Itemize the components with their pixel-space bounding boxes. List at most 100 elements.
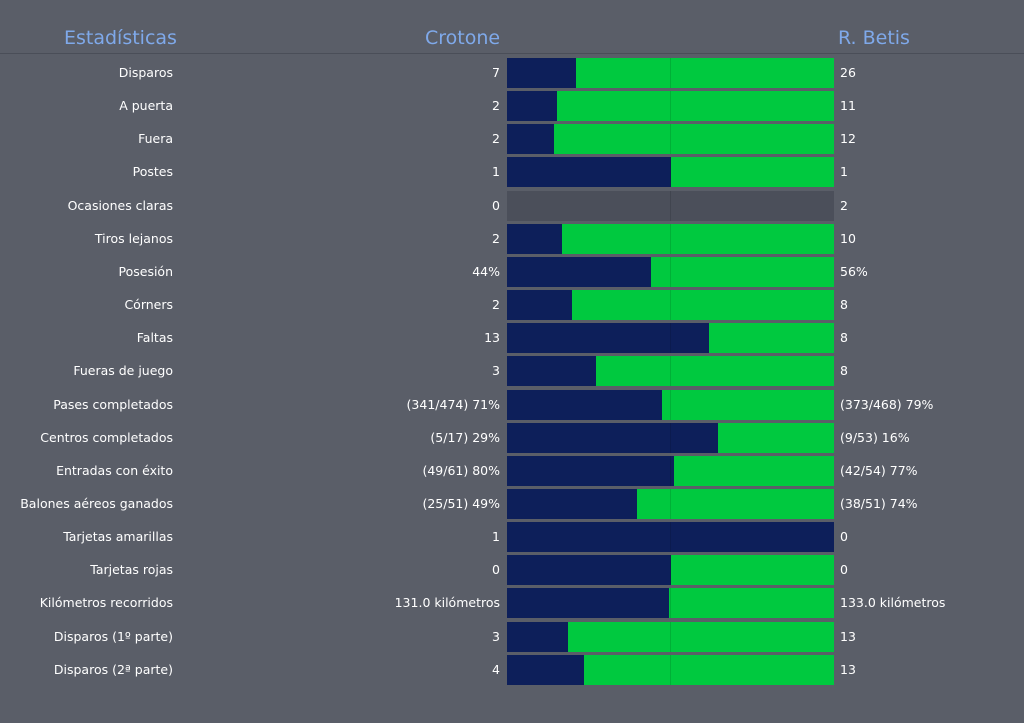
home-value: 0 bbox=[492, 197, 500, 213]
comparison-bar bbox=[507, 323, 834, 354]
stat-row: Disparos (2ª parte) 4 13 bbox=[0, 654, 1024, 685]
bar-midline bbox=[670, 455, 671, 486]
comparison-bar bbox=[507, 290, 834, 321]
stat-row: A puerta 2 11 bbox=[0, 91, 1024, 122]
away-value: 26 bbox=[840, 65, 856, 80]
stat-label: Disparos bbox=[118, 65, 173, 80]
stat-row: Córners 2 8 bbox=[0, 290, 1024, 321]
bar-midline bbox=[670, 91, 671, 122]
away-value: 11 bbox=[840, 98, 856, 114]
home-value: 3 bbox=[492, 363, 500, 379]
away-value: (42/54) 77% bbox=[840, 462, 918, 478]
stat-label: Tarjetas rojas bbox=[90, 562, 173, 578]
stat-label: Fuera bbox=[138, 131, 173, 147]
away-value: 0 bbox=[840, 562, 848, 578]
stat-label: Disparos (1º parte) bbox=[53, 628, 173, 644]
home-bar-fill bbox=[507, 389, 662, 420]
stat-row: Kilómetros recorridos 131.0 kilómetros 133… bbox=[0, 588, 1024, 619]
stat-row: Pases completados (341/474) 71% (373/468) … bbox=[0, 389, 1024, 420]
home-bar-fill bbox=[507, 223, 562, 254]
home-value: 2 bbox=[492, 297, 500, 313]
home-team-name[interactable]: Crotone bbox=[425, 27, 501, 49]
home-value: 0 bbox=[492, 562, 500, 578]
home-bar-fill bbox=[507, 157, 671, 188]
bar-midline bbox=[670, 356, 671, 387]
comparison-bar bbox=[507, 654, 834, 685]
home-value: 44% bbox=[472, 263, 500, 279]
away-value: 1 bbox=[840, 164, 848, 180]
home-value: 131.0 kilómetros bbox=[394, 595, 500, 611]
bar-midline bbox=[670, 124, 671, 155]
away-value: (373/468) 79% bbox=[840, 396, 934, 412]
home-value: 13 bbox=[484, 330, 500, 346]
away-value: (38/51) 74% bbox=[840, 495, 918, 511]
comparison-bar bbox=[507, 256, 834, 287]
comparison-bar bbox=[507, 190, 834, 221]
stat-label: Tarjetas amarillas bbox=[63, 529, 173, 545]
home-bar-fill bbox=[507, 290, 572, 321]
home-value: 4 bbox=[492, 661, 500, 677]
stat-label: Córners bbox=[124, 297, 173, 313]
comparison-bar bbox=[507, 58, 834, 88]
stat-row: Postes 1 1 bbox=[0, 157, 1024, 188]
stat-label: Tiros lejanos bbox=[94, 230, 173, 246]
home-bar-fill bbox=[507, 654, 584, 685]
stat-row: Faltas 13 8 bbox=[0, 323, 1024, 354]
home-bar-fill bbox=[507, 455, 674, 486]
stat-row: Tiros lejanos 2 10 bbox=[0, 223, 1024, 254]
comparison-bar bbox=[507, 223, 834, 254]
comparison-bar bbox=[507, 124, 834, 155]
bar-midline bbox=[670, 488, 671, 519]
home-value: 7 bbox=[492, 65, 500, 80]
stat-label: Posesión bbox=[118, 263, 174, 279]
comparison-bar bbox=[507, 522, 834, 553]
stat-row: Balones aéreos ganados (25/51) 49% (38/51)… bbox=[0, 488, 1024, 519]
comparison-bar bbox=[507, 356, 834, 387]
away-value: 13 bbox=[840, 628, 856, 644]
stat-row: Centros completados (5/17) 29% (9/53) 16% bbox=[0, 422, 1024, 453]
stat-row: Tarjetas rojas 0 0 bbox=[0, 555, 1024, 586]
home-value: 2 bbox=[492, 131, 500, 147]
away-value: 8 bbox=[840, 297, 848, 313]
stat-label: Faltas bbox=[136, 330, 173, 346]
home-value: (5/17) 29% bbox=[430, 429, 500, 445]
away-value: 8 bbox=[840, 330, 848, 346]
home-value: 3 bbox=[492, 628, 500, 644]
stat-label: Disparos (2ª parte) bbox=[53, 661, 173, 677]
stat-label: Kilómetros recorridos bbox=[39, 595, 173, 611]
home-bar-fill bbox=[507, 522, 834, 553]
stat-label: Centros completados bbox=[40, 429, 173, 445]
stat-label: A puerta bbox=[119, 98, 173, 114]
away-team-name[interactable]: R. Betis bbox=[838, 27, 910, 49]
stat-label: Pases completados bbox=[53, 396, 173, 412]
bar-midline bbox=[670, 323, 671, 354]
away-value: 13 bbox=[840, 661, 856, 677]
away-value: (9/53) 16% bbox=[840, 429, 910, 445]
comparison-bar bbox=[507, 588, 834, 619]
comparison-bar bbox=[507, 157, 834, 188]
comparison-bar bbox=[507, 422, 834, 453]
comparison-bar bbox=[507, 555, 834, 586]
home-bar-fill bbox=[507, 323, 709, 354]
bar-midline bbox=[670, 522, 671, 553]
bar-midline bbox=[670, 555, 671, 586]
bar-midline bbox=[670, 588, 671, 619]
stat-row: Fueras de juego 3 8 bbox=[0, 356, 1024, 387]
bar-midline bbox=[670, 58, 671, 88]
stat-label: Fueras de juego bbox=[73, 363, 173, 379]
home-bar-fill bbox=[507, 124, 554, 155]
bar-midline bbox=[670, 290, 671, 321]
away-value: 8 bbox=[840, 363, 848, 379]
away-value: 0 bbox=[840, 529, 848, 545]
bar-midline bbox=[670, 422, 671, 453]
comparison-bar bbox=[507, 91, 834, 122]
stat-row: Fuera 2 12 bbox=[0, 124, 1024, 155]
comparison-bar bbox=[507, 488, 834, 519]
header-divider bbox=[0, 53, 1024, 54]
bar-midline bbox=[670, 223, 671, 254]
away-value: 56% bbox=[840, 263, 868, 279]
stats-header-title: Estadísticas bbox=[64, 27, 177, 49]
away-value: 2 bbox=[840, 197, 848, 213]
home-bar-fill bbox=[507, 621, 568, 652]
stat-row: Disparos 7 26 bbox=[0, 58, 1024, 88]
